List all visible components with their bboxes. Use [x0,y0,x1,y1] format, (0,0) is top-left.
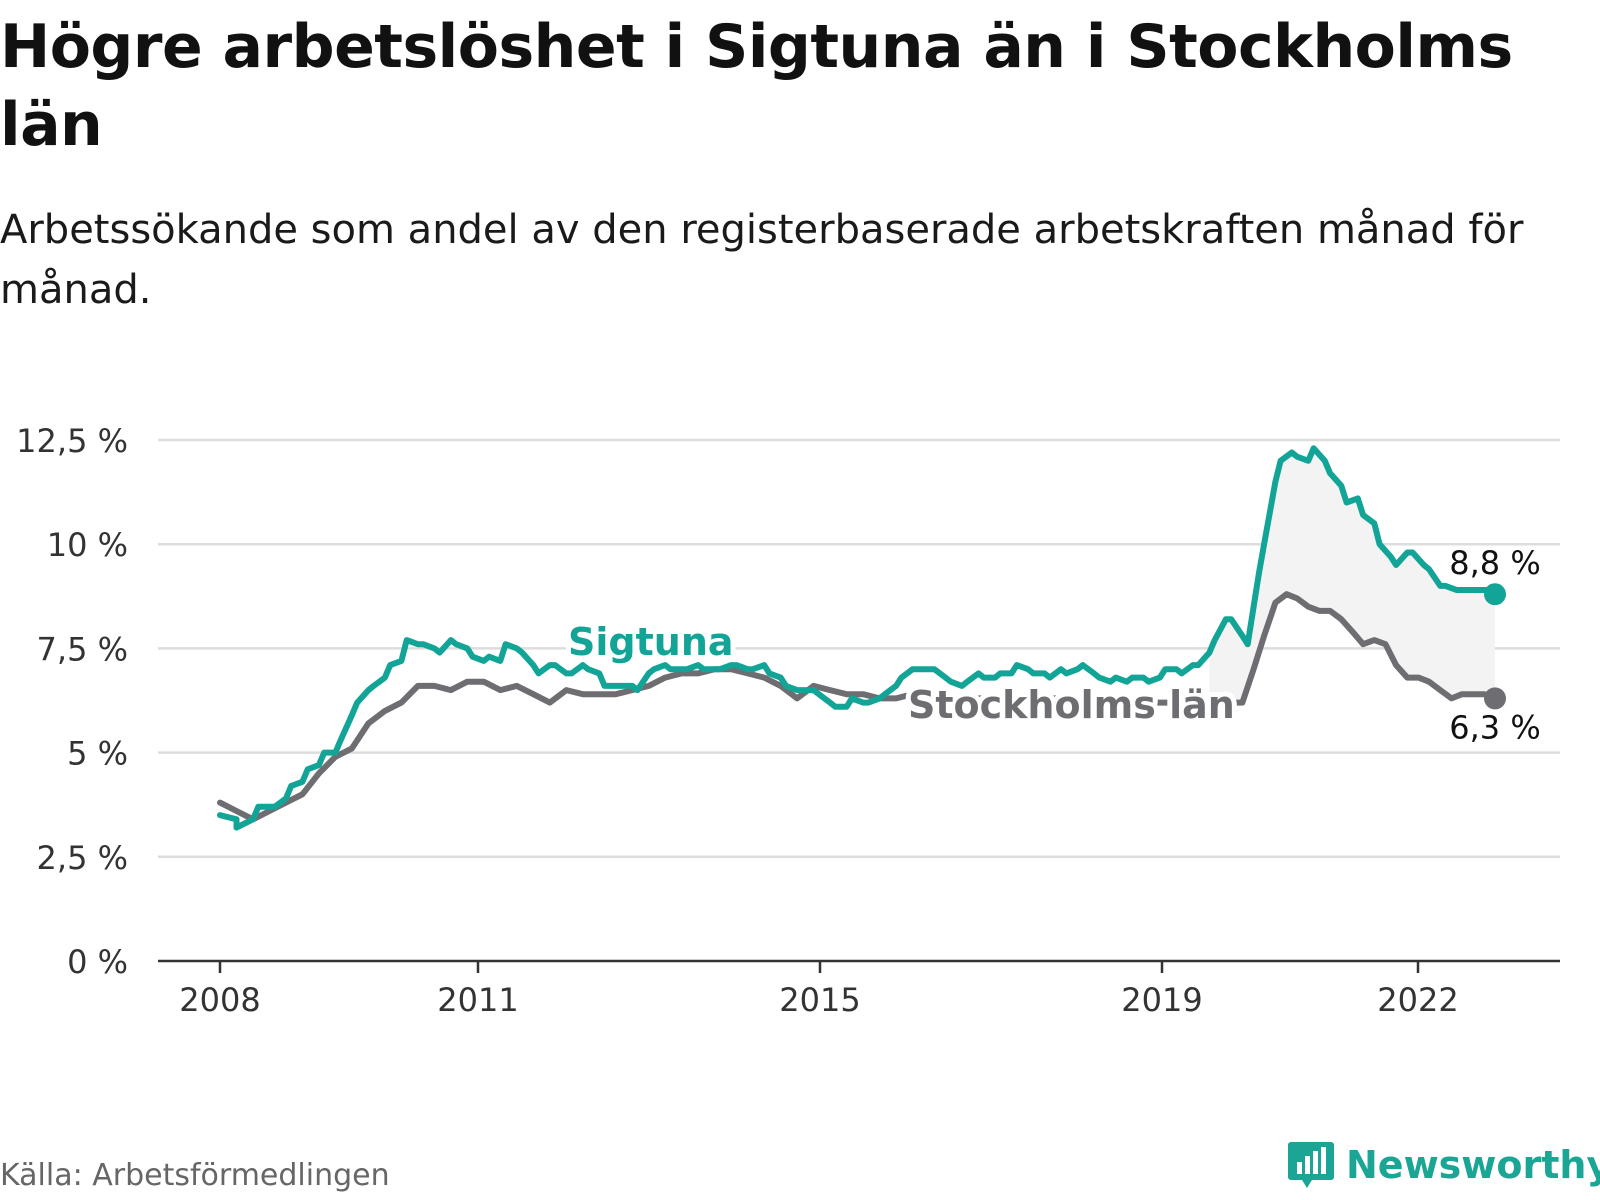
stockholm-series-label-halo: Stockholms län [908,683,1235,727]
x-tick-label: 2022 [1377,981,1458,1019]
logo-text: Newsworthy [1346,1143,1600,1187]
sigtuna-end-dot [1484,583,1506,606]
x-tick-label: 2008 [179,981,260,1019]
line-stockholms-lan [217,591,1498,823]
x-tick-label: 2019 [1121,981,1202,1019]
stockholm-end-label: 6,3 % [1449,708,1540,746]
sigtuna-end-label: 8,8 % [1449,544,1540,582]
line-sigtuna [217,445,1498,831]
y-tick-label: 7,5 % [37,630,128,668]
newsworthy-logo[interactable]: Newsworthy [1288,1142,1600,1188]
y-tick-label: 2,5 % [37,839,128,877]
chart-title: Högre arbetslöshet i Sigtuna än i Stockh… [0,12,1513,160]
y-tick-label: 0 % [67,943,128,981]
gap-fill-area [1209,448,1495,703]
y-tick-label: 12,5 % [16,422,128,460]
source-note: Källa: Arbetsförmedlingen [0,1158,390,1193]
y-axis-ticks: 0 % 2,5 % 5 % 7,5 % 10 % 12,5 % [16,422,128,981]
bar-chart-icon [1288,1142,1334,1188]
x-axis-ticks: 2008 2011 2015 2019 2022 [179,961,1459,1019]
x-tick-label: 2011 [437,981,518,1019]
sigtuna-series-label-halo: Sigtuna [568,620,734,664]
y-tick-label: 5 % [67,735,128,773]
stockholm-end-dot [1484,687,1506,710]
y-tick-label: 10 % [47,526,128,564]
grid-lines [158,438,1560,859]
chart-subtitle: Arbetssökande som andel av den registerb… [0,207,1524,313]
x-tick-label: 2015 [779,981,860,1019]
stockholm-series-label: Stockholms län [908,683,1235,727]
sigtuna-series-label: Sigtuna [568,620,734,664]
